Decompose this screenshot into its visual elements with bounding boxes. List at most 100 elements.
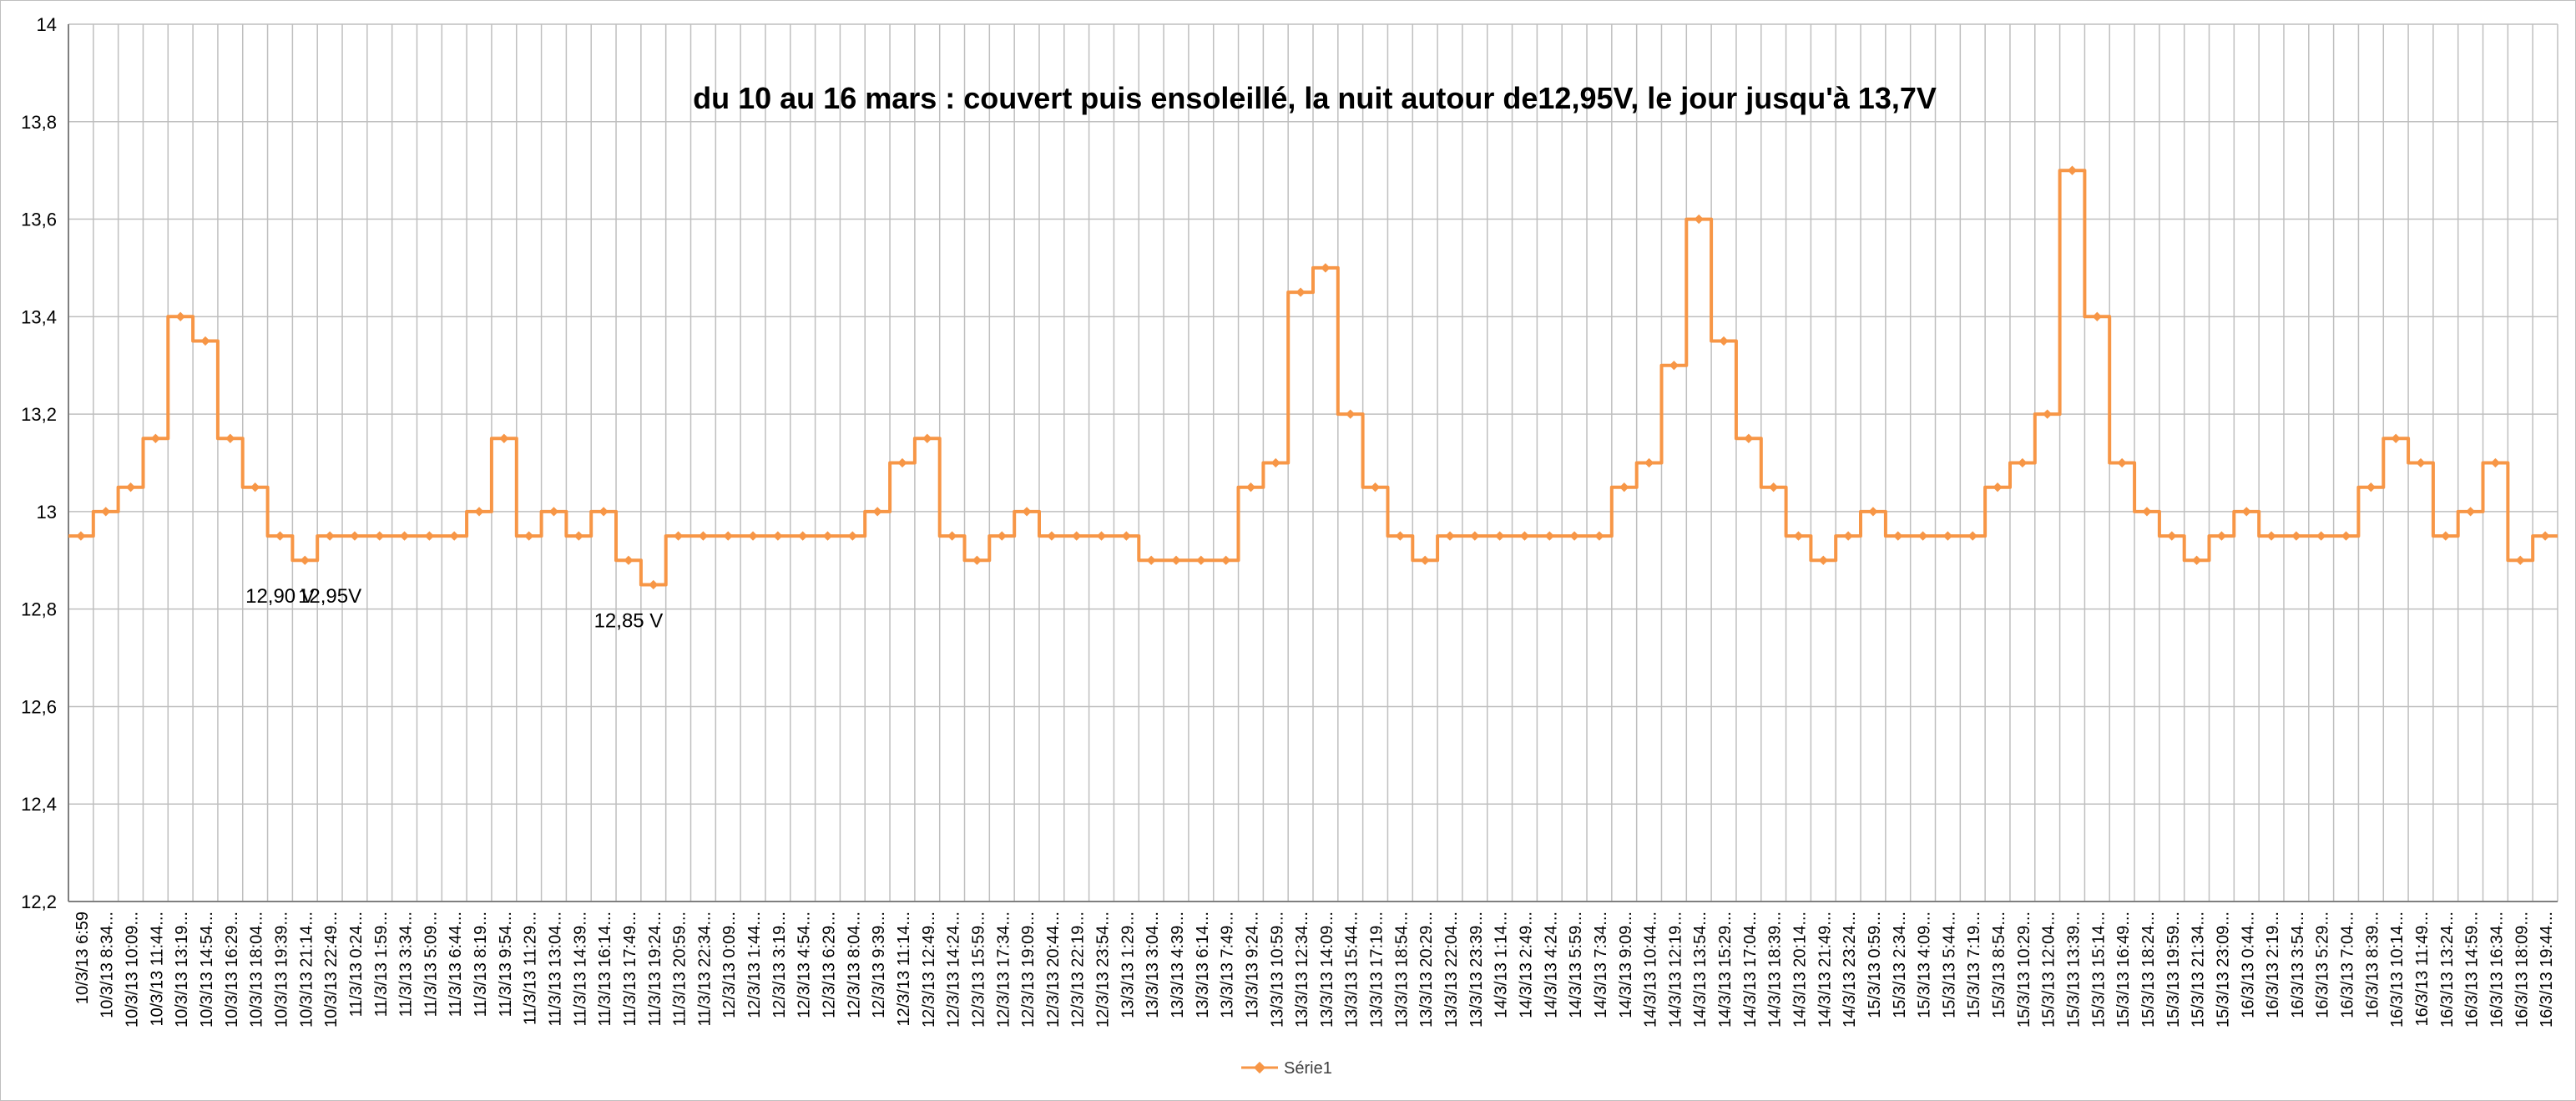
x-tick-label: 10/3/13 6:59 (73, 912, 92, 1004)
data-point (474, 507, 484, 517)
x-tick-label: 13/3/13 1:29... (1119, 912, 1137, 1018)
x-tick-label: 14/3/13 18:39... (1766, 912, 1785, 1028)
x-tick-label: 13/3/13 12:34... (1293, 912, 1311, 1028)
x-tick-label: 14/3/13 9:09... (1617, 912, 1635, 1018)
x-tick-label: 12/3/13 12:49... (920, 912, 938, 1028)
x-tick-label: 13/3/13 15:44... (1343, 912, 1361, 1028)
data-point (922, 433, 932, 443)
x-tick-label: 12/3/13 3:19... (770, 912, 789, 1018)
data-point (125, 482, 136, 492)
x-tick-label: 14/3/13 13:54... (1691, 912, 1710, 1028)
x-tick-label: 12/3/13 0:09... (720, 912, 739, 1018)
data-point (1121, 531, 1132, 541)
x-tick-label: 14/3/13 2:49... (1517, 912, 1535, 1018)
x-tick-label: 15/3/13 18:24... (2139, 912, 2158, 1028)
data-point (1146, 555, 1156, 565)
data-point (897, 457, 907, 468)
y-axis-tick-labels: 12,2 12,4 12,6 12,8 13 13,2 13,4 13,6 13,8 14 (21, 14, 57, 912)
x-tick-label: 12/3/13 8:04... (845, 912, 863, 1018)
data-point (1445, 531, 1455, 541)
data-point (275, 531, 285, 541)
data-point (698, 531, 709, 541)
data-point (798, 531, 808, 541)
x-tick-label: 11/3/13 1:59... (372, 912, 391, 1017)
data-point (1719, 336, 1729, 346)
x-tick-label: 10/3/13 11:44... (148, 912, 166, 1027)
x-axis-tick-labels: 10/3/13 6:59 10/3/13 8:34... 10/3/13 10:09… (73, 912, 2556, 1028)
data-point (1196, 555, 1206, 565)
axes (68, 24, 2558, 902)
x-tick-label: 10/3/13 8:34... (98, 912, 117, 1018)
data-point (548, 507, 559, 517)
data-point (822, 531, 833, 541)
data-point (748, 531, 758, 541)
x-tick-label: 12/3/13 9:39... (870, 912, 888, 1018)
data-point (2441, 531, 2451, 541)
data-point (250, 482, 260, 492)
annotation-label: 12,95V (298, 585, 361, 608)
data-point (2191, 555, 2202, 565)
data-point (773, 531, 783, 541)
data-point (1022, 507, 1032, 517)
data-point (2117, 457, 2127, 468)
data-point (1993, 482, 2003, 492)
data-point (2043, 409, 2053, 419)
data-point (2391, 433, 2401, 443)
data-point (2465, 507, 2476, 517)
x-tick-label: 15/3/13 10:29... (2015, 912, 2033, 1028)
x-tick-label: 13/3/13 14:09... (1318, 912, 1336, 1028)
data-point (872, 507, 882, 517)
y-tick-label: 12,6 (21, 696, 57, 717)
x-tick-label: 13/3/13 9:24... (1243, 912, 1261, 1018)
data-point (2490, 457, 2501, 468)
x-tick-label: 11/3/13 13:04... (546, 912, 564, 1027)
annotation-label: 12,85 V (594, 609, 664, 632)
x-tick-label: 10/3/13 13:19... (173, 912, 191, 1028)
y-tick-label: 13,6 (21, 210, 57, 230)
legend: Série1 (1241, 1059, 1332, 1078)
x-tick-label: 13/3/13 10:59... (1268, 912, 1286, 1028)
data-point (1072, 531, 1082, 541)
data-point (1470, 531, 1480, 541)
data-point (1519, 531, 1530, 541)
data-point (1270, 457, 1280, 468)
x-tick-label: 13/3/13 6:14... (1194, 912, 1212, 1018)
data-point (1296, 287, 1306, 297)
x-tick-label: 15/3/13 21:34... (2190, 912, 2208, 1028)
data-point (350, 531, 360, 541)
x-tick-label: 11/3/13 17:49... (621, 912, 639, 1027)
data-point (200, 336, 210, 346)
x-tick-label: 15/3/13 12:04... (2040, 912, 2058, 1028)
y-tick-label: 13,2 (21, 404, 57, 425)
x-tick-label: 14/3/13 23:24... (1841, 912, 1859, 1028)
x-tick-label: 16/3/13 5:29... (2314, 912, 2332, 1018)
x-tick-label: 13/3/13 7:49... (1219, 912, 1237, 1018)
series-layer (68, 165, 2558, 590)
x-tick-label: 12/3/13 19:09... (1019, 912, 1038, 1028)
x-tick-label: 14/3/13 1:14... (1493, 912, 1511, 1018)
data-point (300, 555, 310, 565)
x-tick-label: 13/3/13 18:54... (1392, 912, 1411, 1028)
y-tick-label: 13 (37, 502, 57, 523)
data-point (1744, 433, 1754, 443)
x-tick-label: 15/3/13 23:09... (2214, 912, 2232, 1028)
x-tick-label: 12/3/13 11:14... (895, 912, 913, 1027)
x-tick-label: 11/3/13 9:54... (497, 912, 515, 1017)
data-point (2018, 457, 2028, 468)
data-point (2291, 531, 2301, 541)
x-tick-label: 10/3/13 10:09... (124, 912, 142, 1028)
chart-title: du 10 au 16 mars : couvert puis ensoleil… (693, 81, 1937, 115)
x-tick-label: 15/3/13 0:59... (1866, 912, 1884, 1018)
data-point (399, 531, 410, 541)
data-point (1321, 263, 1331, 273)
x-tick-label: 16/3/13 10:14... (2388, 912, 2407, 1028)
data-point (1494, 531, 1505, 541)
data-point (1220, 555, 1231, 565)
x-tick-label: 11/3/13 3:34... (397, 912, 416, 1017)
data-point (1047, 531, 1057, 541)
x-tick-label: 10/3/13 16:29... (223, 912, 241, 1028)
x-tick-label: 12/3/13 15:59... (969, 912, 987, 1028)
x-tick-label: 16/3/13 2:19... (2264, 912, 2282, 1018)
data-point (2316, 531, 2326, 541)
